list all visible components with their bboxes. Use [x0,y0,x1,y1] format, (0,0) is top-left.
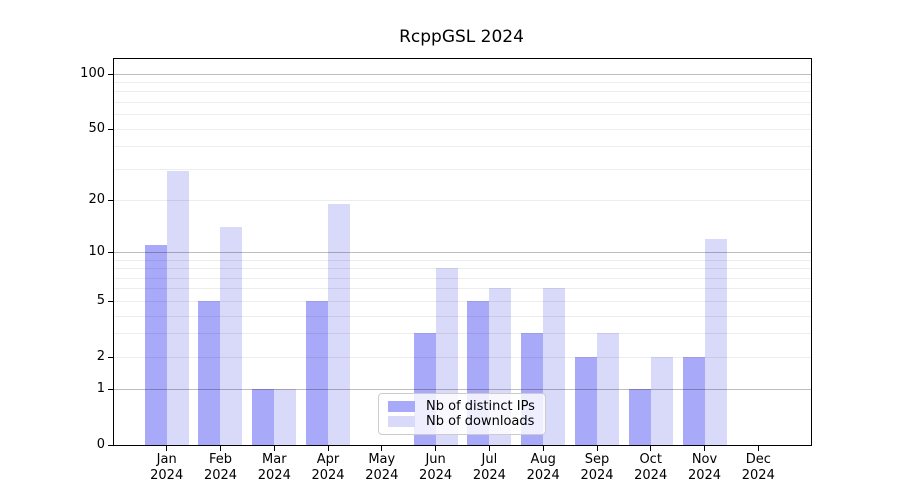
y-axis-label: 2 [96,348,105,364]
x-axis-label-year: 2024 [634,468,668,483]
bar-downloads [328,203,351,445]
legend: Nb of distinct IPs Nb of downloads [378,393,546,435]
x-axis-tick [704,445,705,451]
x-axis-label-year: 2024 [580,468,614,483]
bar-distinct-ips [198,300,221,445]
gridline-minor [114,146,811,148]
x-axis-tick [166,445,168,451]
x-axis-label: Feb 2024 [204,452,237,484]
x-axis-label-month: Dec [745,452,771,467]
legend-item-distinct-ips: Nb of distinct IPs [388,399,536,414]
bar-downloads [650,356,673,445]
x-axis-label-month: May [368,452,396,467]
gridline-minor [114,128,811,130]
y-axis-label: 10 [88,244,105,259]
x-axis-label-year: 2024 [311,468,345,483]
x-axis-label: Apr 2024 [311,452,344,484]
bar-downloads [543,288,566,445]
gridline-minor [114,91,811,93]
x-axis-label: Mar 2024 [258,452,291,484]
bar-downloads [596,333,619,445]
y-axis-tick [108,252,114,253]
gridline-minor [114,81,811,83]
x-axis-tick [381,445,383,451]
x-axis-label-year: 2024 [741,468,775,483]
y-axis-label: 5 [96,292,105,308]
x-axis-label: Jan 2024 [150,452,183,484]
x-axis-label-month: Jul [481,452,498,467]
gridline-minor [114,101,811,103]
y-axis-label: 0 [96,437,105,452]
x-axis-label-month: Nov [691,452,718,467]
y-axis-label: 1 [96,381,105,397]
x-axis-label-month: Feb [208,452,233,467]
y-axis-tick [108,128,114,130]
x-axis-tick [650,445,652,451]
y-axis-label: 50 [88,120,105,136]
y-axis-tick [108,389,114,391]
x-axis-label-year: 2024 [365,468,399,483]
x-axis-label-year: 2024 [526,468,560,483]
x-axis-tick [273,445,275,451]
x-axis-tick [435,445,437,451]
legend-swatch-downloads [388,416,415,427]
bar-distinct-ips [628,389,651,445]
y-axis-tick [108,200,114,201]
bar-distinct-ips [574,356,597,445]
x-axis-label: Sep 2024 [580,452,613,484]
x-axis-label: May 2024 [365,452,398,484]
y-axis-tick [108,356,114,358]
x-axis-tick [542,445,544,451]
x-axis-label-year: 2024 [150,468,184,483]
legend-swatch-distinct-ips [388,401,415,412]
x-axis-label-year: 2024 [472,468,506,483]
legend-label-distinct-ips: Nb of distinct IPs [426,399,535,414]
x-axis-label-year: 2024 [687,468,722,483]
x-axis-label-year: 2024 [419,468,453,483]
x-axis-tick [757,445,759,451]
bar-distinct-ips [682,356,705,445]
legend-item-downloads: Nb of downloads [388,414,536,429]
y-axis-label: 100 [80,65,105,81]
gridline-major [114,73,811,75]
gridline-minor [114,200,811,201]
x-axis-label-month: Jan [156,452,177,467]
x-axis-tick [488,445,490,451]
y-axis-tick [108,300,114,302]
x-axis-label: Jul 2024 [473,452,506,484]
bar-downloads [166,171,189,445]
gridline-minor [114,114,811,116]
y-axis-tick [108,73,114,75]
bar-downloads [220,227,243,445]
gridline-minor [114,168,811,170]
chart-title: RcppGSL 2024 [399,27,524,47]
bar-distinct-ips [252,389,275,445]
bar-distinct-ips [144,245,167,445]
plot-area: Nb of distinct IPs Nb of downloads 0 1 2 5 1… [80,58,812,483]
x-axis-label-month: Sep [584,452,610,467]
x-axis-label-month: Aug [530,452,556,467]
x-axis-label-month: Apr [316,452,340,467]
bar-downloads [274,389,297,445]
x-axis-label: Nov 2024 [688,452,721,484]
y-axis-tick [108,445,114,446]
bar-distinct-ips [306,300,329,445]
x-axis-label: Dec 2024 [742,452,775,484]
x-axis-label-month: Jun [425,452,446,467]
x-axis-label-year: 2024 [257,468,291,483]
x-axis-label: Aug 2024 [527,452,560,484]
legend-label-downloads: Nb of downloads [426,414,535,429]
y-axis-label: 20 [88,192,105,207]
bar-downloads [704,238,727,445]
x-axis-label-month: Mar [262,452,287,467]
x-axis-label-year: 2024 [203,468,238,483]
x-axis-tick [596,445,598,451]
x-axis-tick [220,445,221,451]
x-axis-label-month: Oct [639,452,662,467]
x-axis-tick [327,445,329,451]
x-axis-label: Oct 2024 [634,452,667,484]
x-axis-label: Jun 2024 [419,452,452,484]
